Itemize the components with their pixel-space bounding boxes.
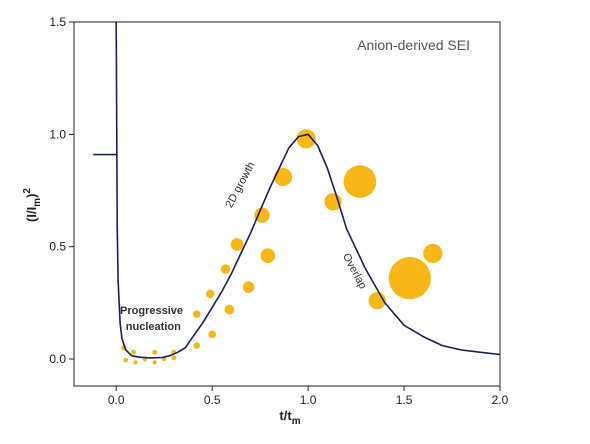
nucleus-marker-5 [171,355,177,361]
annotation-1: Overlap [340,251,369,291]
nucleus-marker-15 [220,264,231,274]
nucleus-marker-11 [208,330,216,339]
y-axis-title-open: (I/I [24,207,39,222]
nucleus-marker-19 [254,207,270,223]
y-tick-label-2: 1.0 [49,127,66,141]
nucleus-marker-26 [388,257,431,300]
nucleus-marker-3 [152,360,157,365]
nucleus-marker-22 [324,193,342,211]
nucleus-marker-1 [133,360,138,365]
nucleus-marker-8 [152,349,158,355]
nucleus-marker-13 [206,289,215,299]
x-axis-title-main: t/t [279,408,292,423]
plot-frame [73,21,501,387]
y-axis-title-sub: m [32,198,43,207]
curve-layer [93,21,501,359]
ticks-layer: 0.0 0.5 1.0 1.5 2.0 0.0 0.5 1.0 1.5 [49,15,508,407]
x-tick-label-3: 1.5 [396,393,413,407]
nucleus-marker-14 [224,304,235,315]
y-tick-label-1: 0.5 [49,240,66,254]
nucleus-marker-7 [130,349,136,355]
nucleus-marker-18 [260,248,276,263]
nucleus-marker-12 [192,310,201,318]
nucleus-marker-20 [274,168,293,187]
x-axis-title-sub: m [292,416,301,427]
y-axis-title-close: ) [24,194,39,198]
nucleus-marker-16 [242,281,255,293]
y-tick-label-0: 0.0 [49,352,66,366]
series-line-0 [115,21,501,359]
x-tick-label-0: 0.0 [108,393,125,407]
annotation-0: 2D growth [223,160,257,210]
y-tick-label-3: 1.5 [49,15,66,29]
nucleus-marker-25 [423,243,443,264]
y-axis-title-sup: 2 [22,188,33,194]
nucleus-marker-0 [123,357,129,363]
nucleus-marker-17 [230,238,244,251]
x-axis-title: t/tm [279,408,300,427]
y-axis-title: (I/Im)2 [22,188,43,222]
annotation-2: Progressive [120,305,183,317]
chart-title: Anion-derived SEI [357,37,470,53]
x-tick-label-4: 2.0 [492,393,509,407]
nucleus-marker-23 [343,165,377,198]
annotation-3: nucleation [126,321,181,333]
nucleus-marker-21 [296,129,316,149]
x-tick-label-1: 0.5 [204,393,221,407]
x-tick-label-2: 1.0 [300,393,317,407]
nucleus-marker-10 [193,342,201,349]
